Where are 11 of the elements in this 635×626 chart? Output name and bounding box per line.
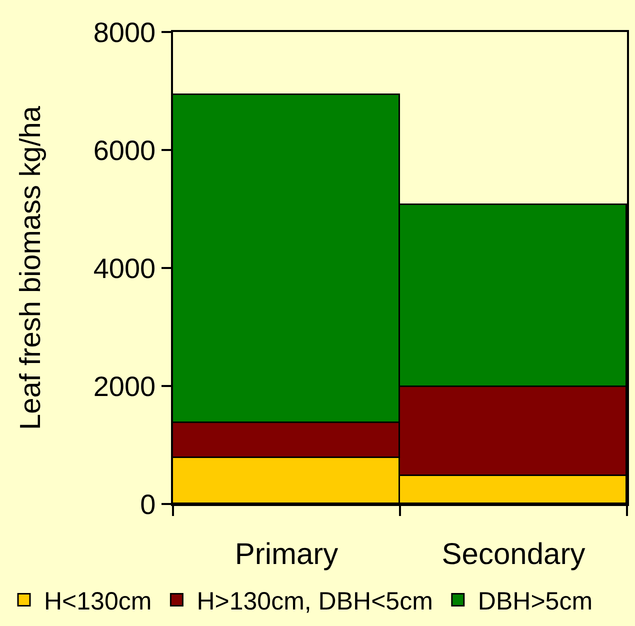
y-tick-label: 2000 xyxy=(93,370,156,402)
y-tick-label: 6000 xyxy=(93,134,156,166)
legend-label: H>130cm, DBH<5cm xyxy=(196,588,433,616)
y-axis-title: Leaf fresh biomass kg/ha xyxy=(15,105,48,430)
legend-label: H<130cm xyxy=(44,588,152,616)
legend-label: DBH>5cm xyxy=(478,588,593,616)
y-tick-label: 4000 xyxy=(93,252,156,284)
y-tick-label: 8000 xyxy=(93,16,156,48)
x-tick-label: Secondary xyxy=(442,538,586,571)
x-tick-label: Primary xyxy=(234,538,338,571)
y-tick-label: 0 xyxy=(140,488,156,520)
